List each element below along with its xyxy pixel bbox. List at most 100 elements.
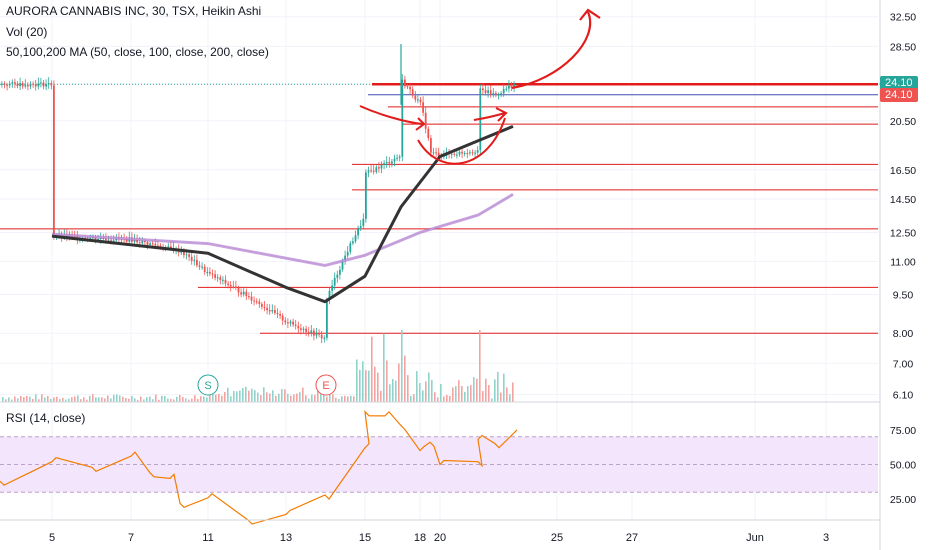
volume-bar bbox=[83, 397, 85, 402]
volume-bar bbox=[119, 395, 121, 402]
price-tick-label: 8.00 bbox=[893, 328, 914, 340]
candle bbox=[261, 304, 263, 307]
volume-bar bbox=[332, 394, 334, 402]
candle bbox=[294, 324, 297, 327]
candle bbox=[107, 239, 110, 241]
event-marker-label: E bbox=[322, 380, 329, 392]
volume-bar bbox=[266, 392, 268, 402]
volume-bar bbox=[44, 397, 46, 402]
volume-bar bbox=[182, 397, 184, 402]
candle bbox=[289, 321, 292, 324]
volume-bar bbox=[29, 396, 31, 402]
volume-bar bbox=[425, 381, 427, 402]
candle bbox=[404, 79, 406, 87]
candle bbox=[315, 333, 318, 336]
volume-bar bbox=[491, 398, 493, 402]
volume-bar bbox=[476, 378, 478, 402]
volume-bar bbox=[38, 399, 40, 402]
volume-bar bbox=[14, 396, 16, 402]
volume-bar bbox=[122, 396, 124, 402]
volume-bar bbox=[410, 395, 412, 402]
volume-bar bbox=[434, 392, 436, 402]
candle bbox=[456, 154, 458, 156]
candle bbox=[430, 138, 432, 153]
candle bbox=[190, 256, 193, 261]
candle bbox=[32, 83, 34, 85]
candle bbox=[458, 151, 461, 155]
arrow-drawing bbox=[359, 105, 426, 131]
moving-averages bbox=[51, 124, 514, 304]
time-tick-label: 25 bbox=[551, 532, 563, 544]
candle bbox=[281, 315, 284, 321]
volume-bar bbox=[443, 396, 445, 402]
volume-bar bbox=[389, 384, 391, 402]
candle bbox=[450, 153, 453, 155]
time-tick-label: 18 bbox=[414, 532, 426, 544]
candle bbox=[268, 310, 271, 312]
volume-bar bbox=[2, 397, 4, 402]
candle bbox=[245, 291, 248, 297]
volume-bar bbox=[74, 396, 76, 402]
candle bbox=[365, 172, 367, 219]
candle bbox=[328, 290, 331, 300]
volume-bar bbox=[170, 398, 172, 402]
candle bbox=[320, 334, 323, 339]
candle bbox=[375, 167, 378, 172]
volume-bar bbox=[50, 398, 52, 402]
time-tick-label: 27 bbox=[626, 532, 638, 544]
candle bbox=[258, 301, 261, 305]
volume-bar bbox=[263, 387, 265, 402]
cup-drawing bbox=[417, 117, 506, 165]
candle bbox=[359, 225, 362, 228]
volume-bar bbox=[398, 363, 400, 402]
volume-bar bbox=[131, 395, 133, 402]
candle bbox=[313, 330, 315, 336]
price-tick-label: 12.50 bbox=[890, 227, 916, 239]
candle bbox=[6, 84, 8, 86]
candle bbox=[419, 99, 422, 103]
candle bbox=[29, 83, 32, 87]
volume-bar bbox=[185, 398, 187, 402]
candle bbox=[237, 287, 240, 293]
volume-bar bbox=[209, 389, 211, 402]
volume-bar bbox=[317, 390, 319, 402]
horizontal-levels bbox=[0, 83, 878, 334]
volume-bar bbox=[371, 336, 373, 402]
candle bbox=[323, 337, 326, 339]
volume-bar bbox=[80, 399, 82, 402]
candle bbox=[266, 307, 268, 311]
candle bbox=[53, 85, 55, 238]
volume-bar bbox=[233, 391, 235, 402]
volume-bar bbox=[383, 333, 385, 402]
volume-bar bbox=[485, 378, 487, 402]
candle bbox=[149, 243, 151, 245]
volume-bar bbox=[377, 372, 379, 402]
volume-bar bbox=[254, 390, 256, 402]
volume-bar bbox=[191, 398, 193, 402]
candle bbox=[94, 237, 97, 240]
candle bbox=[357, 227, 359, 236]
candle bbox=[222, 279, 224, 281]
volume-bar bbox=[482, 391, 484, 402]
candle bbox=[274, 309, 276, 313]
volume-bar bbox=[320, 387, 322, 402]
candle bbox=[211, 273, 214, 275]
time-tick-label: 7 bbox=[128, 532, 134, 544]
candle bbox=[279, 313, 281, 316]
candle bbox=[300, 328, 302, 330]
volume-bar bbox=[140, 396, 142, 402]
volume-bar bbox=[164, 396, 166, 402]
candle bbox=[138, 242, 141, 244]
volume-bar bbox=[5, 399, 7, 402]
rsi-band bbox=[0, 436, 878, 493]
candle bbox=[253, 300, 255, 302]
candle bbox=[349, 243, 352, 252]
volume-bar bbox=[86, 399, 88, 402]
volume-bar bbox=[404, 355, 406, 402]
volume-bar bbox=[32, 398, 34, 402]
volume-bar bbox=[143, 399, 145, 402]
candle bbox=[133, 239, 136, 242]
volume-bar bbox=[215, 394, 217, 402]
